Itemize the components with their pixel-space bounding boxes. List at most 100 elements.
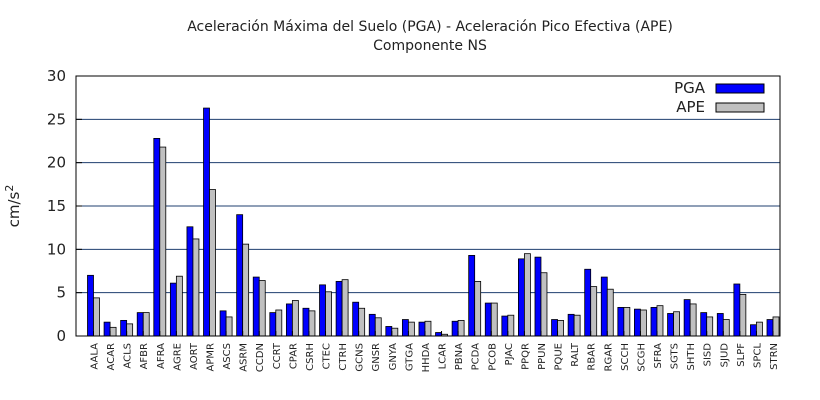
y-tick-label: 15 [47,197,66,215]
bar-ape-ppqr [524,253,531,337]
bar-pga-ppun [534,256,542,337]
chart-subtitle: Componente NS [373,38,487,54]
x-tick-label: AGRE [172,343,183,371]
bar-ape-strn [772,316,780,337]
x-tick-label: AFBR [139,343,150,369]
x-tick-label: RALT [570,342,581,367]
bar-pga-ctec [319,284,326,337]
bar-pga-ascs [219,310,227,337]
bar-pga-pcda [468,254,476,337]
bar-pga-asrm [236,214,244,337]
bar-ape-sgts [673,311,680,337]
bar-pga-pcob [484,302,492,337]
x-tick-label: LCAR [438,343,449,369]
bar-ape-ctrh [341,279,349,337]
y-tick-label: 0 [56,327,66,345]
bar-pga-acls [120,319,128,337]
bar-pga-csrh [302,307,310,337]
bar-ape-acls [126,323,134,337]
x-tick-label: PPQR [520,343,531,370]
bar-pga-slpf [733,283,741,337]
bar-pga-strn [766,319,774,337]
bar-ape-pcob [490,302,498,337]
x-tick-label: PCOB [487,343,498,371]
bar-ape-scgh [640,309,647,337]
bar-pga-sjud [716,313,724,337]
bar-ape-ctec [325,291,332,337]
bar-ape-afra [159,146,167,337]
bar-ape-ccrt [275,309,283,337]
y-tick-label: 25 [47,110,66,128]
bar-pga-gnsr [368,313,376,337]
bar-pga-gnya [385,326,393,337]
bar-ape-pcda [474,280,482,337]
x-tick-label: AFRA [156,343,167,369]
bar-pga-gtga [401,319,409,337]
x-tick-label: PQUE [554,343,565,371]
x-tick-label: HHDA [421,343,432,373]
x-tick-label: SJUD [719,343,730,368]
x-tick-label: GCNS [355,343,366,372]
bar-ape-scch [623,306,631,337]
x-tick-label: CSRH [305,343,316,371]
x-tick-label: GNYA [388,343,399,371]
bar-pga-aort [186,226,194,337]
legend-swatch-ape [715,102,765,113]
legend-label-ape: APE [676,98,705,116]
bar-ape-gnsr [374,317,382,337]
bar-pga-rgar [600,276,608,337]
bar-ape-ascs [225,316,233,337]
bar-pga-ccrt [269,312,277,337]
bar-pga-aala [87,274,94,337]
bar-ape-pbna [457,319,465,337]
x-tick-label: SLPF [736,343,747,367]
bar-pga-agre [169,282,177,337]
bar-ape-aala [93,297,100,337]
plot-frame [75,75,781,337]
bar-ape-gcns [358,307,366,337]
x-tick-label: AALA [90,343,101,370]
bar-ape-aort [192,238,200,337]
bar-pga-scch [617,306,625,337]
bar-ape-spcl [756,321,763,337]
bar-pga-afbr [136,312,144,337]
x-tick-label: PCDA [471,343,482,371]
x-tick-label: ACAR [106,343,117,370]
bar-pga-spcl [750,324,757,337]
bar-ape-sfra [656,305,664,337]
bar-ape-apmr [209,189,216,337]
x-tick-label: APMR [206,343,217,371]
x-tick-label: RBAR [587,343,598,371]
bar-ape-sisd [706,316,714,337]
bar-pga-scgh [634,308,641,337]
bar-pga-gcns [352,301,360,337]
y-tick-label: 10 [47,240,66,258]
legend: PGA APE [674,79,765,116]
bar-pga-ctrh [335,280,343,337]
bar-pga-apmr [203,107,210,337]
y-axis-label-superscript: 2 [3,185,16,192]
bar-pga-acar [103,321,111,337]
bars [87,107,780,337]
x-tick-label: ASRM [239,343,250,372]
bar-pga-pbna [451,320,459,337]
bar-ape-pjac [507,314,515,337]
bar-ape-rgar [606,288,614,337]
bar-ape-gtga [407,321,415,337]
x-tick-label: CCDN [255,343,266,372]
bar-pga-shth [683,299,691,337]
bar-ape-gnya [391,327,399,337]
y-axis-ticks: 0 5 10 15 20 25 30 [47,67,82,345]
chart-title: Aceleración Máxima del Suelo (PGA) - Ace… [187,19,673,35]
x-tick-label: CPAR [288,343,299,369]
legend-swatch-pga [715,83,765,94]
y-tick-label: 5 [56,284,66,302]
y-tick-label: 30 [47,67,66,85]
x-tick-label: SCGH [636,343,647,372]
x-tick-label: SHTH [686,343,697,371]
x-tick-label: GTGA [404,343,415,371]
bar-ape-acar [109,326,117,337]
bar-ape-rbar [590,286,598,337]
x-tick-label: SGTS [670,343,681,369]
